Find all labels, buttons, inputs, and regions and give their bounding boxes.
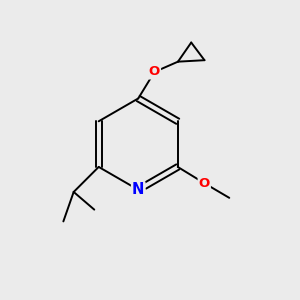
Text: O: O <box>149 65 160 79</box>
Text: N: N <box>132 182 144 197</box>
Text: O: O <box>199 177 210 190</box>
